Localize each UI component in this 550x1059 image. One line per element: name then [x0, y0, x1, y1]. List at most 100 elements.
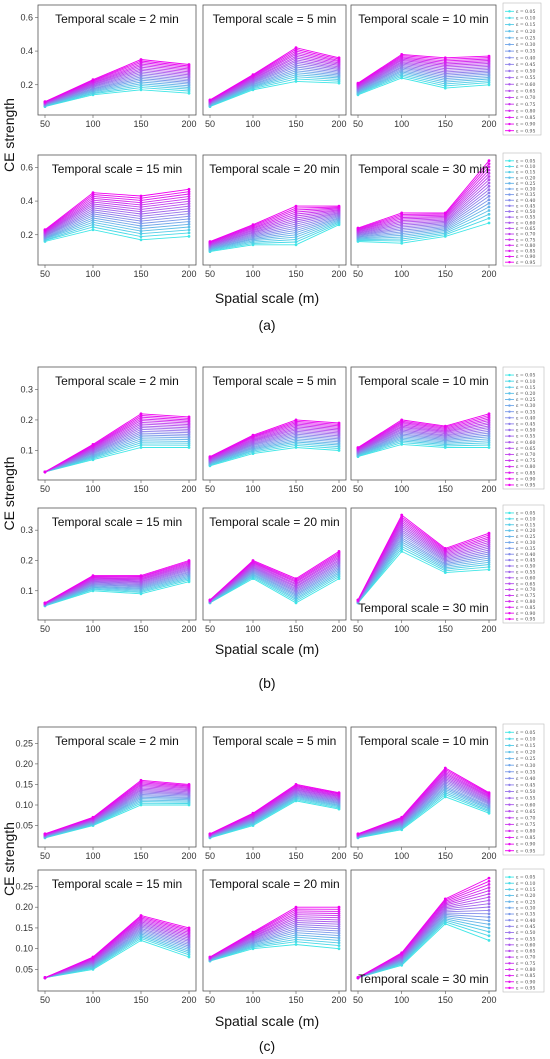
data-point: [487, 905, 491, 909]
data-point: [294, 231, 298, 235]
series-line: [357, 206, 490, 239]
legend-marker: [508, 76, 511, 79]
series-line: [44, 193, 190, 232]
legend-entry: ε = 0.25: [516, 534, 535, 540]
series-line: [357, 163, 490, 230]
legend-entry: ε = 0.60: [516, 575, 535, 581]
data-point: [487, 922, 491, 926]
panel-0-3: Temporal scale = 15 min 50 100 150 200 0.2 0.4…: [20, 154, 197, 279]
legend-marker: [508, 244, 511, 247]
data-point: [487, 221, 491, 225]
legend-entry: ε = 0.90: [516, 122, 535, 128]
data-point: [294, 418, 298, 422]
x-tick-label: 50: [40, 624, 50, 634]
legend-marker: [508, 215, 511, 219]
legend-marker: [508, 912, 511, 916]
legend-marker: [508, 796, 511, 800]
x-tick-label: 150: [288, 484, 303, 494]
x-tick-label: 200: [331, 119, 346, 129]
data-point: [251, 73, 255, 77]
series-line: [357, 192, 490, 236]
data-point: [487, 915, 491, 919]
legend-marker: [508, 410, 511, 413]
data-point: [187, 926, 191, 930]
panel-title: Temporal scale = 15 min: [52, 162, 182, 176]
data-point: [294, 206, 298, 210]
legend-entry: ε = 0.05: [516, 511, 535, 517]
data-point: [187, 207, 191, 211]
series-line: [209, 432, 340, 462]
data-point: [187, 228, 191, 232]
data-point: [294, 929, 298, 932]
series-line: [44, 78, 190, 106]
data-point: [43, 601, 47, 605]
data-point: [337, 931, 341, 935]
data-point: [337, 577, 341, 580]
data-point: [487, 558, 491, 562]
legend-entry: ε = 0.45: [516, 421, 535, 427]
legend-entry: ε = 0.45: [516, 783, 535, 789]
data-point: [337, 939, 341, 942]
series-line: [44, 81, 190, 106]
legend-entry: ε = 0.85: [516, 835, 535, 841]
x-tick-label: 100: [245, 484, 260, 494]
series-line: [209, 799, 340, 839]
data-point: [487, 159, 491, 163]
legend-entry: ε = 0.60: [516, 220, 535, 226]
series-line: [209, 430, 340, 461]
data-point: [487, 902, 491, 906]
series-line: [44, 224, 190, 241]
series-line: [357, 514, 490, 601]
panel-2-1: Temporal scale = 5 min 50 100 150 200: [202, 726, 347, 861]
x-tick-label: 100: [85, 851, 100, 861]
series-line: [209, 906, 339, 958]
data-point: [443, 766, 447, 770]
series-line: [44, 211, 190, 237]
x-tick-label: 200: [181, 624, 196, 634]
x-tick-label: 200: [481, 269, 496, 279]
data-point: [487, 892, 491, 896]
data-point: [337, 916, 341, 920]
data-point: [91, 225, 95, 229]
legend-marker: [508, 770, 511, 773]
x-tick-label: 100: [245, 995, 260, 1005]
series-line: [209, 916, 340, 959]
data-point: [187, 199, 191, 203]
data-point: [487, 168, 491, 172]
data-point: [208, 240, 212, 243]
legend-0-1: ε = 0.05ε = 0.10ε = 0.15ε = 0.20ε = 0.25…: [502, 152, 542, 267]
data-point: [487, 548, 491, 552]
series-line: [209, 76, 340, 107]
data-point: [487, 437, 491, 441]
data-point: [91, 214, 95, 218]
panel-title: Temporal scale = 20 min: [209, 162, 339, 176]
legend-1-1: ε = 0.05ε = 0.10ε = 0.15ε = 0.20ε = 0.25…: [502, 504, 545, 624]
data-point: [294, 783, 298, 786]
data-point: [294, 222, 298, 226]
legend-entry: ε = 0.05: [516, 9, 535, 15]
y-tick-label: 0.4: [20, 196, 33, 206]
series-line: [209, 74, 340, 106]
data-point: [337, 791, 341, 795]
data-point: [294, 75, 298, 79]
panel-1-2: Temporal scale = 10 min 50 100 150 200: [350, 366, 497, 494]
data-point: [487, 54, 491, 58]
legend-entry: ε = 0.75: [516, 822, 535, 828]
data-point: [187, 231, 191, 235]
y-tick-label: 0.20: [15, 759, 33, 769]
data-point: [187, 212, 191, 216]
series-line: [357, 67, 490, 91]
series-line: [44, 69, 190, 104]
series-line: [209, 574, 340, 603]
legend-entry: ε = 0.70: [516, 587, 535, 593]
legend-marker: [508, 744, 511, 747]
x-tick-label: 200: [181, 851, 196, 861]
series-line: [44, 85, 190, 107]
data-point: [43, 470, 47, 474]
series-line: [44, 60, 190, 103]
data-point: [400, 211, 404, 215]
data-point: [400, 513, 404, 517]
x-tick-label: 50: [40, 269, 50, 279]
series-line: [209, 938, 340, 961]
panel-title: Temporal scale = 30 min: [358, 162, 488, 176]
